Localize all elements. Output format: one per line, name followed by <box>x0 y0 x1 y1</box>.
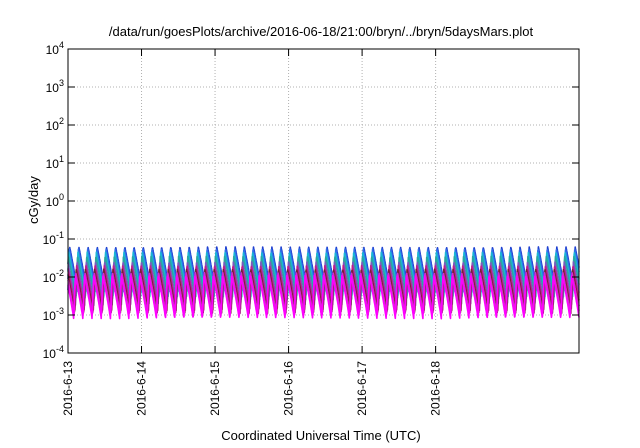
x-tick-label: 2016-6-15 <box>208 361 222 416</box>
y-tick-label: 100 <box>46 192 64 209</box>
y-tick-label: 10-2 <box>43 268 64 285</box>
y-ticks: 10-4 10-3 10-2 10-1 100 101 102 103 104 <box>43 40 579 361</box>
y-tick-label: 10-3 <box>43 306 64 323</box>
y-tick-label: 104 <box>46 40 64 57</box>
x-tick-label: 2016-6-18 <box>429 361 443 416</box>
x-tick-label: 2016-6-13 <box>61 361 75 416</box>
x-tick-label: 2016-6-14 <box>135 361 149 416</box>
x-axis-label: Coordinated Universal Time (UTC) <box>221 428 420 443</box>
y-axis-label: cGy/day <box>26 176 41 224</box>
series-line <box>67 274 580 320</box>
series-group <box>67 246 580 320</box>
y-tick-label: 10-1 <box>43 230 64 247</box>
y-tick-label: 102 <box>46 116 64 133</box>
y-tick-label: 101 <box>46 154 64 171</box>
chart-title: /data/run/goesPlots/archive/2016-06-18/2… <box>109 24 534 39</box>
x-tick-label: 2016-6-16 <box>282 361 296 416</box>
y-tick-label: 103 <box>46 78 64 95</box>
y-tick-label: 10-4 <box>43 344 64 361</box>
x-tick-label: 2016-6-17 <box>355 361 369 416</box>
x-ticks: 2016-6-13 2016-6-14 2016-6-15 2016-6-16 2016… <box>61 49 443 416</box>
